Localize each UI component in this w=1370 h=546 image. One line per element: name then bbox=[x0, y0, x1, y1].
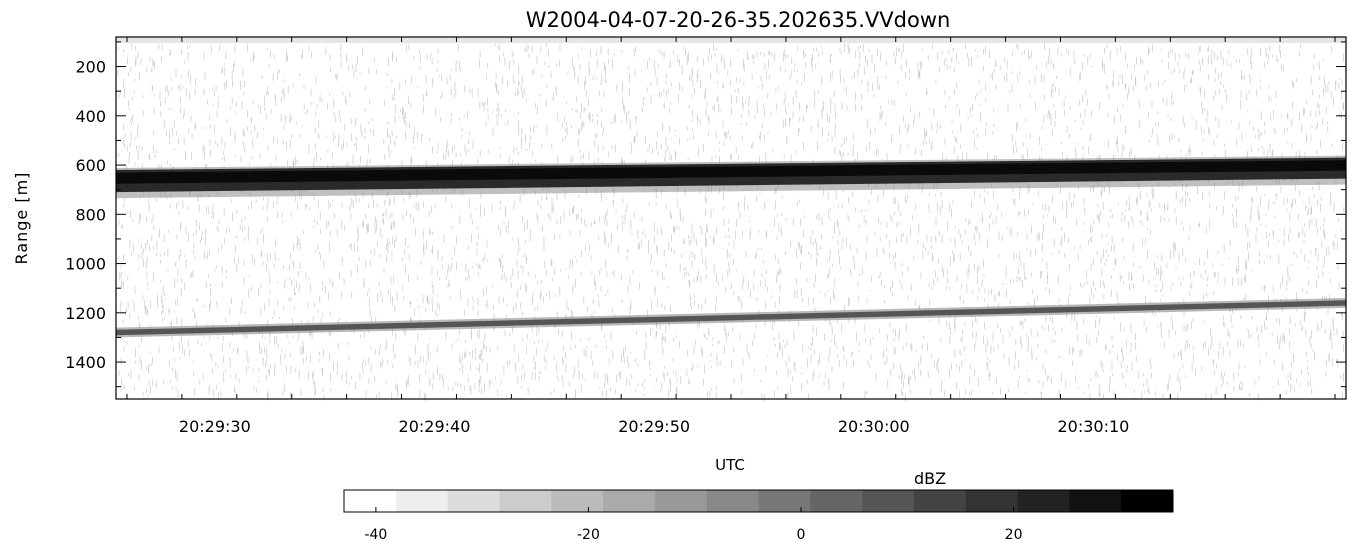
colorbar-cell bbox=[1017, 490, 1070, 512]
y-tick-label: 800 bbox=[75, 205, 106, 224]
colorbar-cell bbox=[913, 490, 967, 512]
x-tick-label: 20:29:30 bbox=[179, 417, 251, 436]
y-tick-label: 1400 bbox=[65, 353, 106, 372]
colorbar-cell bbox=[1121, 490, 1174, 512]
colorbar-tick-label: 0 bbox=[797, 527, 806, 543]
colorbar-cell bbox=[706, 490, 759, 512]
colorbar-cell bbox=[499, 490, 552, 512]
colorbar-title: dBZ bbox=[914, 469, 946, 488]
colorbar-cell bbox=[447, 490, 500, 512]
y-tick-label: 1000 bbox=[65, 255, 106, 274]
colorbar-tick-label: 20 bbox=[1005, 527, 1023, 543]
colorbar-cell bbox=[344, 490, 397, 512]
y-tick-label: 600 bbox=[75, 156, 106, 175]
colorbar-cell bbox=[395, 490, 449, 512]
colorbar-tick-label: -20 bbox=[577, 527, 600, 543]
colorbar-frame bbox=[343, 489, 1174, 513]
y-axis: 200 400 600 800 1000 1200 1400 bbox=[65, 41, 1346, 388]
colorbar-ticks: -40 -20 0 20 bbox=[364, 507, 1022, 543]
colorbar-cell bbox=[810, 490, 863, 512]
colorbar: dBZ -40 -20 0 20 bbox=[343, 469, 1174, 543]
x-axis: 20:29:30 20:29:40 20:29:50 20:30:00 20:30:10 bbox=[126, 37, 1336, 436]
x-tick-label: 20:30:00 bbox=[838, 417, 910, 436]
colorbar-cell bbox=[965, 490, 1019, 512]
plot-area: 20:29:30 20:29:40 20:29:50 20:30:00 20:30:10… bbox=[65, 36, 1347, 436]
y-tick-label: 400 bbox=[75, 107, 106, 126]
y-tick-label: 200 bbox=[75, 58, 106, 77]
x-axis-label: UTC bbox=[715, 456, 745, 474]
chart-title: W2004-04-07-20-26-35.202635.VVdown bbox=[526, 8, 951, 32]
colorbar-cell bbox=[862, 490, 915, 512]
colorbar-cell bbox=[758, 490, 811, 512]
y-axis-label: Range [m] bbox=[12, 172, 31, 265]
x-tick-label: 20:29:50 bbox=[618, 417, 690, 436]
x-tick-label: 20:29:40 bbox=[399, 417, 471, 436]
colorbar-cell bbox=[551, 490, 604, 512]
strong-band-core bbox=[116, 160, 1346, 184]
echo-bands bbox=[116, 155, 1346, 338]
y-tick-label: 1200 bbox=[65, 304, 106, 323]
weak-band-core bbox=[116, 300, 1346, 336]
colorbar-cell bbox=[654, 490, 708, 512]
colorbar-cell bbox=[1069, 490, 1122, 512]
x-tick-label: 20:30:10 bbox=[1057, 417, 1129, 436]
colorbar-cells bbox=[344, 490, 1174, 512]
colorbar-cell bbox=[603, 490, 656, 512]
colorbar-tick-label: -40 bbox=[364, 527, 387, 543]
plot-background bbox=[116, 37, 1346, 399]
